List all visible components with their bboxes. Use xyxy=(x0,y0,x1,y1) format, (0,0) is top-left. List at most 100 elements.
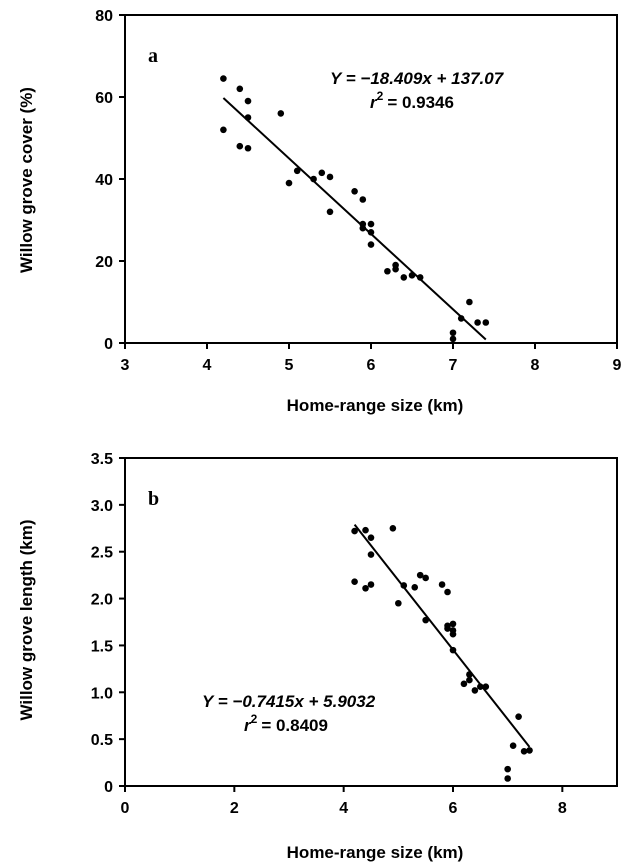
data-point xyxy=(236,142,244,150)
panel-a-frame xyxy=(124,14,618,344)
y-tick-label: 60 xyxy=(95,90,113,107)
panel-a-ylabel: Willow grove cover (%) xyxy=(17,87,36,273)
y-tick-label: 3.0 xyxy=(91,498,113,515)
data-point xyxy=(384,267,391,275)
x-tick-label: 8 xyxy=(531,357,540,374)
data-point xyxy=(482,319,490,326)
data-point xyxy=(504,765,511,773)
data-point xyxy=(471,687,479,694)
panel-b-r2-value: = 0.8409 xyxy=(261,716,328,735)
data-point xyxy=(351,578,358,586)
data-point xyxy=(367,534,375,541)
x-tick-label: 5 xyxy=(285,357,294,374)
data-point xyxy=(466,298,473,306)
panel-a-r2-value: = 0.9346 xyxy=(387,93,454,112)
panel-b-equation: Y = −0.7415x + 5.9032 xyxy=(202,692,376,711)
y-tick-label: 3.5 xyxy=(91,451,113,468)
y-tick-label: 40 xyxy=(95,172,113,189)
panel-b-points xyxy=(351,524,533,782)
panel-a-equation: Y = −18.409x + 137.07 xyxy=(330,69,505,88)
data-point xyxy=(277,110,285,117)
y-tick-label: 20 xyxy=(95,254,113,271)
x-tick-label: 4 xyxy=(339,800,348,817)
data-point xyxy=(285,179,293,187)
data-point xyxy=(400,274,408,281)
data-point xyxy=(444,588,451,596)
data-point xyxy=(367,581,375,588)
data-point xyxy=(504,775,511,782)
panel-b-tick-labels: 0 2 4 6 8 0 0.5 1.0 1.5 2.0 2.5 3.0 3.5 xyxy=(91,451,567,817)
data-point xyxy=(438,581,446,588)
panel-a-r2-symbol: r xyxy=(370,93,378,112)
data-point xyxy=(362,526,369,534)
x-tick-label: 0 xyxy=(121,800,130,817)
data-point xyxy=(520,748,528,755)
data-point xyxy=(236,85,244,93)
data-point xyxy=(326,173,334,181)
data-point xyxy=(244,144,252,152)
panel-b: 0 2 4 6 8 0 0.5 1.0 1.5 2.0 2.5 3.0 3.5 b Y = −0.741… xyxy=(17,451,618,862)
data-point xyxy=(449,620,457,628)
data-point xyxy=(444,625,451,632)
data-point xyxy=(449,335,457,343)
y-tick-label: 2.0 xyxy=(91,592,113,609)
panel-a-equation-text: Y = −18.409x + 137.07 xyxy=(330,69,505,88)
data-point xyxy=(293,167,301,175)
panel-a-ticks xyxy=(119,14,618,349)
data-point xyxy=(362,584,369,592)
panel-b-r2-symbol: r xyxy=(244,716,252,735)
data-point xyxy=(460,680,468,688)
data-point xyxy=(416,274,424,281)
data-point xyxy=(359,196,367,203)
x-tick-label: 7 xyxy=(449,357,458,374)
panel-b-frame xyxy=(124,457,618,787)
data-point xyxy=(449,329,457,337)
data-point xyxy=(367,220,375,228)
panel-a-label: a xyxy=(148,45,158,67)
data-point xyxy=(416,571,424,579)
panel-b-r2: r2 = 0.8409 xyxy=(244,712,328,735)
x-tick-label: 8 xyxy=(558,800,567,817)
data-point xyxy=(220,126,227,134)
x-tick-label: 9 xyxy=(613,357,622,374)
data-point xyxy=(422,574,429,582)
x-tick-label: 6 xyxy=(367,357,376,374)
x-tick-label: 3 xyxy=(121,357,130,374)
panel-b-equation-text: Y = −0.7415x + 5.9032 xyxy=(202,692,376,711)
panel-b-ticks xyxy=(119,457,564,792)
data-point xyxy=(509,742,517,750)
panel-a-xlabel: Home-range size (km) xyxy=(287,396,464,415)
x-tick-label: 4 xyxy=(203,357,212,374)
data-point xyxy=(318,169,326,177)
data-point xyxy=(515,713,522,720)
data-point xyxy=(411,584,419,591)
panel-a-points xyxy=(220,75,490,343)
data-point xyxy=(367,551,375,558)
data-point xyxy=(474,319,481,326)
y-tick-label: 0.5 xyxy=(91,732,113,749)
data-point xyxy=(326,208,334,216)
y-tick-label: 80 xyxy=(95,8,113,25)
data-point xyxy=(220,75,227,82)
data-point xyxy=(351,527,358,535)
panel-a-fit-line xyxy=(222,97,487,341)
panel-b-label: b xyxy=(148,488,159,510)
panel-b-fit-line xyxy=(353,524,531,748)
data-point xyxy=(395,599,402,607)
data-point xyxy=(367,229,375,236)
data-point xyxy=(392,265,399,273)
panel-a-tick-labels: 3 4 5 6 7 8 9 0 20 40 60 80 xyxy=(95,8,621,374)
y-tick-label: 2.5 xyxy=(91,545,113,562)
y-tick-label: 1.5 xyxy=(91,638,113,655)
x-tick-label: 6 xyxy=(449,800,458,817)
data-point xyxy=(367,241,375,248)
data-point xyxy=(457,315,465,322)
x-tick-label: 2 xyxy=(230,800,239,817)
y-tick-label: 1.0 xyxy=(91,685,113,702)
data-point xyxy=(244,97,252,105)
panel-b-ylabel: Willow grove length (km) xyxy=(17,519,36,720)
data-point xyxy=(389,524,397,532)
data-point xyxy=(351,188,358,195)
panel-a-r2: r2 = 0.9346 xyxy=(370,89,454,112)
